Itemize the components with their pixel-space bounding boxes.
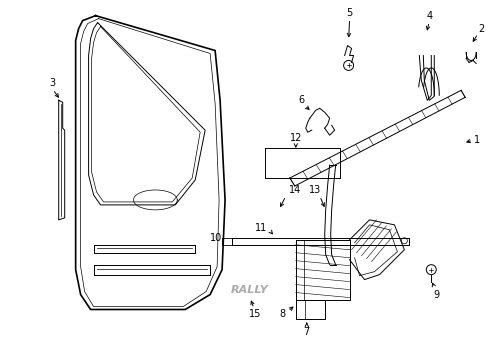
- Text: 14: 14: [288, 185, 300, 195]
- Text: 8: 8: [279, 310, 285, 319]
- Text: 10: 10: [209, 233, 222, 243]
- Text: 4: 4: [426, 11, 431, 21]
- Text: 11: 11: [254, 223, 266, 233]
- Text: 15: 15: [248, 310, 261, 319]
- Text: 13: 13: [308, 185, 320, 195]
- Text: 7: 7: [303, 327, 309, 337]
- Text: 3: 3: [50, 78, 56, 88]
- Text: 9: 9: [432, 289, 438, 300]
- Text: 12: 12: [289, 133, 302, 143]
- Text: 1: 1: [473, 135, 479, 145]
- Text: RALLY: RALLY: [231, 284, 268, 294]
- Text: 6: 6: [298, 95, 304, 105]
- Text: 5: 5: [346, 8, 352, 18]
- Text: 2: 2: [477, 24, 483, 33]
